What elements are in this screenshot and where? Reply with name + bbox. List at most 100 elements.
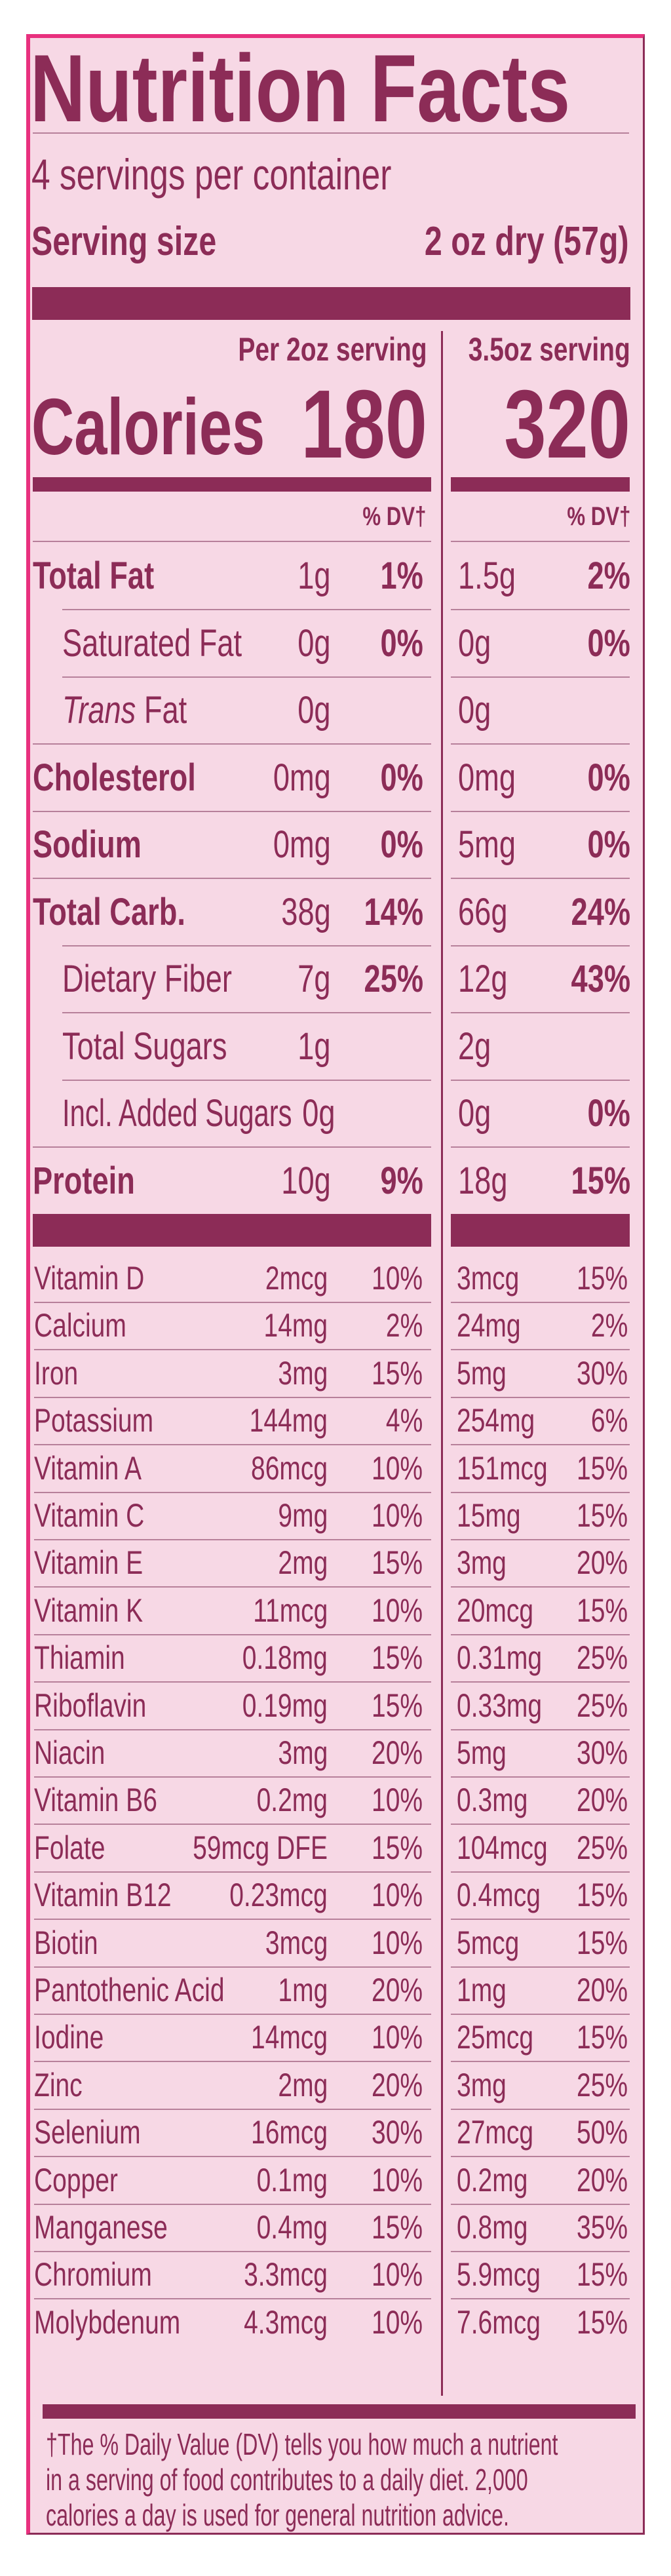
amount-left: 16mcg [250, 2114, 328, 2151]
footnote-line: †The % Daily Value (DV) tells you how mu… [46, 2427, 558, 2461]
divider [451, 1539, 630, 1540]
amount-right: 12g [458, 958, 508, 1000]
vitamin-name: Chromium [34, 2256, 152, 2293]
dv-right: 15% [571, 1159, 630, 1202]
divider [62, 609, 431, 610]
dv-left: 10% [371, 1449, 423, 1487]
dv-right: 24% [571, 890, 630, 933]
dv-right: 0% [587, 823, 630, 866]
nutrient-name-text: Fat [144, 689, 187, 732]
amount-left: 3mg [278, 1734, 328, 1771]
amount-left: 1g [297, 555, 331, 597]
footnote-line: in a serving of food contributes to a da… [46, 2463, 528, 2497]
divider [33, 132, 629, 134]
divider [34, 1586, 431, 1588]
divider [34, 2108, 431, 2110]
divider [34, 1824, 431, 1825]
divider [34, 1966, 431, 1968]
dv-left: 10% [371, 1924, 423, 1961]
amount-right: 0.2mg [457, 2161, 528, 2198]
divider [34, 1728, 431, 1730]
dv-right: 25% [576, 1829, 628, 1866]
dv-right: 25% [576, 1639, 628, 1677]
dv-left: 15% [371, 1639, 423, 1677]
vitamin-name: Vitamin B6 [34, 1782, 157, 1819]
divider [451, 676, 630, 678]
dv-right: 15% [576, 1260, 628, 1297]
vitamin-name: Molybdenum [34, 2303, 181, 2341]
amount-left: 0.1mg [256, 2161, 328, 2198]
dv-right: 6% [590, 1402, 628, 1439]
amount-right: 151mcg [457, 1449, 548, 1487]
divider [451, 2251, 630, 2252]
divider [34, 1681, 431, 1683]
amount-right: 0g [458, 689, 491, 732]
dv-left: 1% [380, 555, 423, 597]
dv-left: 20% [371, 1972, 423, 2008]
vitamin-name: Vitamin C [34, 1497, 145, 1534]
vitamin-name: Biotin [34, 1924, 98, 1961]
dv-left: 10% [371, 2161, 423, 2198]
divider [34, 1539, 431, 1540]
amount-left: 3mg [278, 1354, 328, 1392]
amount-right: 20mcg [457, 1591, 534, 1629]
vitamin-name: Potassium [34, 1402, 154, 1439]
divider [34, 1871, 431, 1873]
divider [33, 541, 431, 542]
divider [34, 2251, 431, 2252]
vitamin-name: Manganese [34, 2209, 168, 2246]
nutrient-name: Total Fat [33, 555, 155, 597]
dv-right: 15% [576, 1924, 628, 1961]
dv-right: 15% [576, 1497, 628, 1534]
dv-right: 30% [576, 1354, 628, 1392]
dv-left: 10% [371, 1497, 423, 1534]
nutrient-name: Total Carb. [33, 890, 185, 933]
divider [451, 1966, 630, 1968]
dv-left: 14% [364, 890, 423, 933]
amount-left: 2mg [278, 2066, 328, 2103]
divider [451, 2108, 630, 2110]
amount-right: 0.31mg [457, 1639, 543, 1677]
amount-right: 3mcg [457, 1260, 520, 1297]
amount-left: 0g [297, 689, 331, 732]
amount-left: 1mg [278, 1972, 328, 2008]
nutrient-name: Total Sugars [62, 1025, 227, 1068]
dv-left: 0% [380, 621, 423, 665]
amount-left: 9mg [278, 1497, 328, 1534]
dv-left: 0% [380, 756, 423, 799]
amount-right: 3mg [457, 2066, 507, 2103]
divider [451, 1079, 630, 1081]
dv-left: 10% [371, 1260, 423, 1297]
divider [34, 2298, 431, 2300]
dv-right: 15% [576, 2019, 628, 2056]
divider [62, 676, 431, 678]
column-divider [441, 331, 443, 2396]
dv-right: 20% [576, 2161, 628, 2198]
dv-left: 10% [371, 2019, 423, 2056]
dv-left: 10% [371, 1877, 423, 1914]
divider [34, 1919, 431, 1921]
amount-right: 1.5g [458, 555, 516, 597]
divider [451, 1728, 630, 1730]
dv-left: 10% [371, 1782, 423, 1819]
amount-left: 0g [302, 1092, 336, 1135]
divider [451, 541, 630, 542]
calories-label: Calories [31, 382, 265, 471]
amount-left: 0.19mg [242, 1687, 328, 1724]
amount-left: 0.23mcg [229, 1877, 328, 1914]
divider [33, 878, 431, 879]
dv-right: 43% [571, 958, 630, 1000]
vitamin-name: Vitamin K [34, 1591, 144, 1629]
amount-left: 2mg [278, 1544, 328, 1582]
divider [33, 810, 431, 812]
amount-right: 104mcg [457, 1829, 548, 1866]
dv-right: 50% [576, 2114, 628, 2151]
divider [451, 1776, 630, 1778]
vitamin-name: Riboflavin [34, 1687, 147, 1724]
dv-right: 25% [576, 1687, 628, 1724]
divider [34, 2203, 431, 2205]
serving-size-label: Serving size [31, 219, 217, 264]
amount-right: 0g [458, 621, 491, 665]
footnote-bar [43, 2404, 636, 2419]
nutrient-name: Incl. Added Sugars [62, 1092, 292, 1135]
